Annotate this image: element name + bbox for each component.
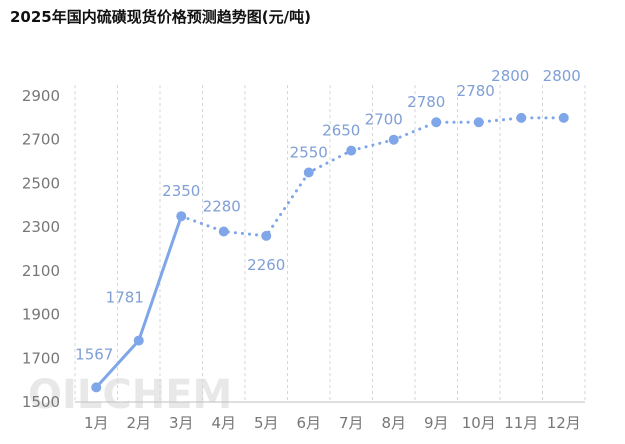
y-axis: 1500 1700 1900 2100 2300 2500 2700 2900 bbox=[22, 87, 60, 411]
x-tick-label: 3月 bbox=[169, 414, 194, 432]
forecast-line bbox=[179, 116, 566, 238]
data-point bbox=[133, 335, 144, 346]
x-tick-label: 8月 bbox=[381, 414, 406, 432]
data-label: 2700 bbox=[365, 111, 403, 129]
data-label: 2800 bbox=[543, 67, 581, 85]
series-points bbox=[91, 112, 569, 393]
data-label: 2350 bbox=[162, 182, 200, 200]
x-tick-label: 9月 bbox=[424, 414, 449, 432]
y-tick-label: 2900 bbox=[22, 87, 60, 105]
data-label: 2280 bbox=[203, 198, 241, 216]
data-label: 2550 bbox=[290, 144, 328, 162]
data-label: 1567 bbox=[75, 345, 113, 363]
data-label: 2260 bbox=[247, 256, 285, 274]
y-tick-label: 2300 bbox=[22, 218, 60, 236]
x-tick-label: 7月 bbox=[339, 414, 364, 432]
data-point bbox=[303, 167, 314, 178]
watermark-oilchem: OILCHEM bbox=[28, 372, 232, 418]
x-tick-label: 10月 bbox=[462, 414, 496, 432]
grid-lines bbox=[74, 85, 586, 402]
x-tick-label: 11月 bbox=[504, 414, 538, 432]
x-axis: 1月 2月 3月 4月 5月 6月 7月 8月 9月 10月 11月 12月 bbox=[75, 401, 585, 432]
x-tick-label: 12月 bbox=[547, 414, 581, 432]
y-tick-label: 2100 bbox=[22, 262, 60, 280]
data-point bbox=[558, 112, 569, 123]
data-label: 2780 bbox=[407, 93, 445, 111]
data-point bbox=[516, 112, 527, 123]
data-point bbox=[473, 117, 484, 128]
data-label: 2650 bbox=[322, 122, 360, 140]
data-point bbox=[261, 230, 272, 241]
data-point bbox=[431, 117, 442, 128]
y-tick-label: 1900 bbox=[22, 306, 60, 324]
y-tick-label: 1700 bbox=[22, 349, 60, 367]
data-point bbox=[176, 211, 187, 222]
x-tick-label: 4月 bbox=[211, 414, 236, 432]
x-tick-label: 6月 bbox=[296, 414, 321, 432]
y-tick-label: 2500 bbox=[22, 174, 60, 192]
data-point bbox=[388, 134, 399, 145]
data-point bbox=[91, 382, 102, 393]
y-tick-label: 1500 bbox=[22, 393, 60, 411]
data-labels: 1567178123502280226025502650270027802780… bbox=[75, 67, 581, 363]
x-tick-label: 5月 bbox=[254, 414, 279, 432]
x-tick-label: 1月 bbox=[84, 414, 109, 432]
data-point bbox=[346, 145, 357, 156]
chart-title: 2025年国内硫磺现货价格预测趋势图(元/吨) bbox=[10, 8, 311, 26]
y-tick-label: 2700 bbox=[22, 131, 60, 149]
data-label: 1781 bbox=[106, 289, 144, 307]
data-label: 2780 bbox=[457, 82, 495, 100]
data-label: 2800 bbox=[491, 67, 529, 85]
data-point bbox=[218, 226, 229, 237]
x-tick-label: 2月 bbox=[126, 414, 151, 432]
